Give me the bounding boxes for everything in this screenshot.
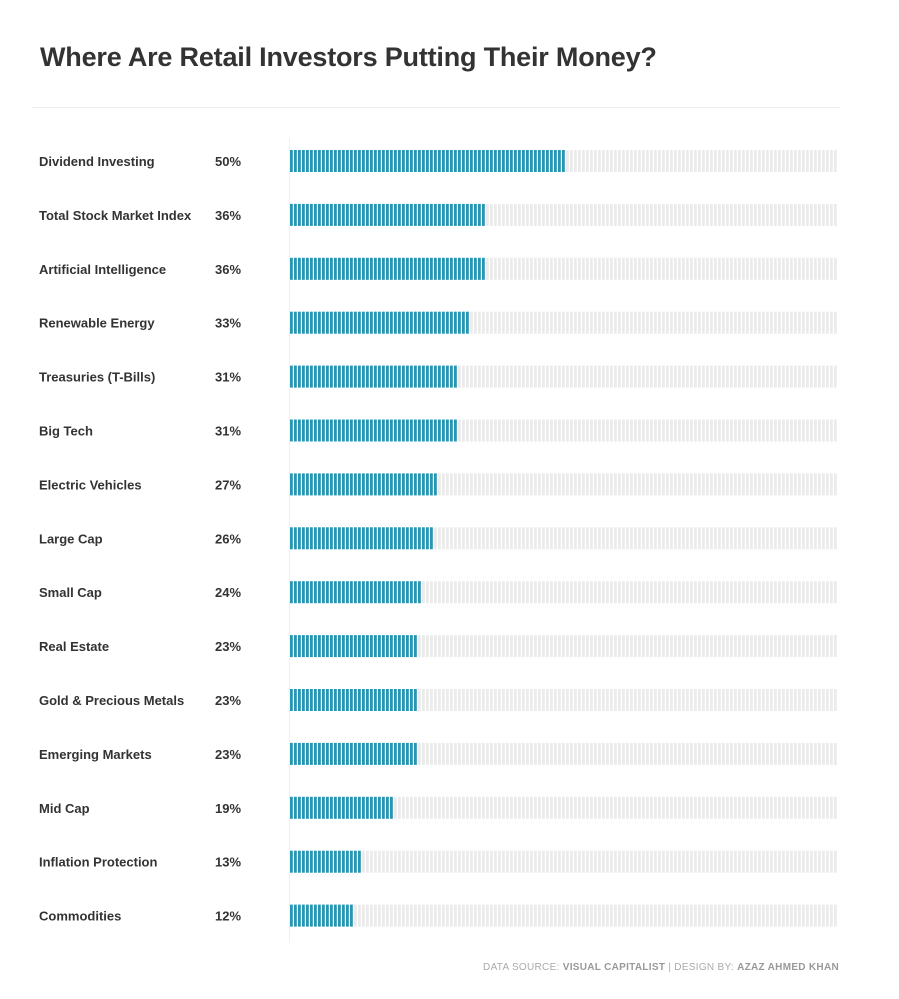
category-label: Mid Cap: [39, 801, 90, 816]
category-label: Real Estate: [39, 639, 109, 654]
value-label: 23%: [215, 639, 241, 654]
footer-designer: AZAZ AHMED KHAN: [737, 962, 839, 973]
bar-row: Renewable Energy 33%: [39, 311, 838, 334]
value-label: 50%: [215, 154, 241, 169]
bar-track: [290, 850, 838, 873]
bar-row: Emerging Markets 23%: [39, 742, 838, 765]
category-label: Small Cap: [39, 585, 102, 600]
value-label: 24%: [215, 585, 241, 600]
bar: [290, 904, 354, 927]
bar: [290, 311, 470, 334]
category-label: Renewable Energy: [39, 316, 155, 331]
category-label: Electric Vehicles: [39, 477, 142, 492]
category-label: Gold & Precious Metals: [39, 693, 184, 708]
footer-source-prefix: DATA SOURCE:: [483, 962, 560, 973]
bar-row: Artificial Intelligence 36%: [39, 257, 838, 280]
bar: [290, 689, 418, 711]
value-label: 36%: [215, 208, 241, 223]
value-label: 23%: [215, 693, 241, 708]
bar: [290, 796, 394, 819]
bar: [290, 419, 458, 442]
bar-row: Total Stock Market Index 36%: [39, 203, 838, 226]
footer-source-name: VISUAL CAPITALIST: [562, 962, 666, 973]
value-label: 31%: [215, 424, 241, 439]
bar: [290, 742, 418, 765]
bar-track: [290, 581, 838, 604]
bar: [290, 527, 434, 550]
value-label: 36%: [215, 262, 241, 277]
bar-row: Real Estate 23%: [39, 635, 838, 658]
bar-row: Dividend Investing 50%: [39, 150, 838, 172]
bar-row: Electric Vehicles 27%: [39, 473, 838, 496]
bar: [290, 581, 422, 604]
bar-track: [290, 904, 838, 927]
bar: [290, 150, 566, 172]
bar: [290, 850, 362, 873]
title-divider: [32, 107, 840, 108]
value-label: 26%: [215, 531, 241, 546]
value-label: 31%: [215, 370, 241, 385]
bar-row: Treasuries (T-Bills) 31%: [39, 365, 838, 388]
category-label: Dividend Investing: [39, 154, 155, 169]
bar: [290, 257, 486, 280]
category-label: Big Tech: [39, 424, 93, 439]
value-label: 27%: [215, 477, 241, 492]
bar-track: [290, 689, 838, 711]
value-label: 33%: [215, 316, 241, 331]
bar-row: Gold & Precious Metals 23%: [39, 689, 838, 711]
bar: [290, 203, 486, 226]
bar-row: Inflation Protection 13%: [39, 850, 838, 873]
footer-credits: DATA SOURCE: VISUAL CAPITALIST | DESIGN …: [483, 962, 839, 973]
category-label: Emerging Markets: [39, 747, 152, 762]
category-label: Total Stock Market Index: [39, 208, 192, 223]
bar-row: Commodities 12%: [39, 904, 838, 927]
bar-track: [290, 796, 838, 819]
category-label: Inflation Protection: [39, 855, 158, 870]
category-label: Treasuries (T-Bills): [39, 370, 155, 385]
y-axis-line: [289, 138, 290, 943]
value-label: 13%: [215, 855, 241, 870]
value-label: 19%: [215, 801, 241, 816]
value-label: 23%: [215, 747, 241, 762]
value-label: 12%: [215, 909, 241, 924]
chart-title: Where Are Retail Investors Putting Their…: [40, 42, 657, 72]
bar-track: [290, 635, 838, 658]
bar: [290, 635, 418, 658]
footer-separator: | DESIGN BY:: [668, 962, 734, 973]
bar-row: Large Cap 26%: [39, 527, 838, 550]
category-label: Artificial Intelligence: [39, 262, 166, 277]
bar-row: Big Tech 31%: [39, 419, 838, 442]
bar-row: Small Cap 24%: [39, 581, 838, 604]
category-label: Commodities: [39, 909, 121, 924]
bar-track: [290, 742, 838, 765]
bar-row: Mid Cap 19%: [39, 796, 838, 819]
bar: [290, 473, 438, 496]
category-label: Large Cap: [39, 531, 103, 546]
bar: [290, 365, 458, 388]
